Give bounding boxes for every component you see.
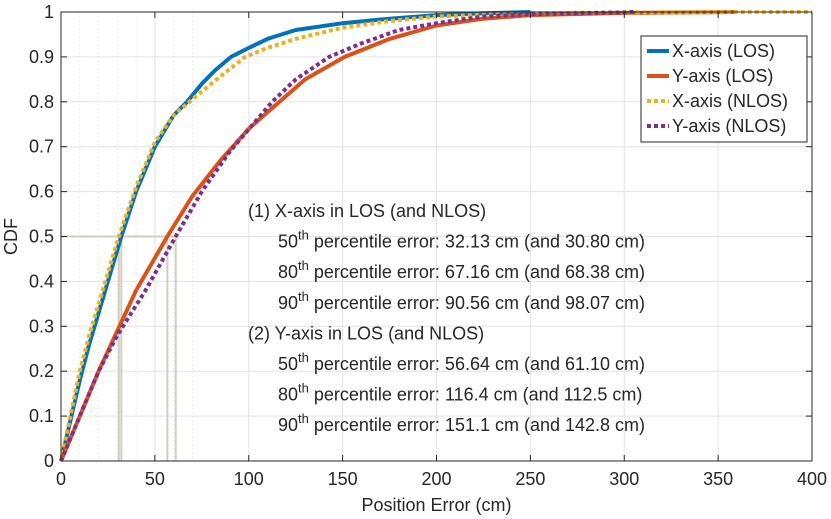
- y-tick-label: 0.7: [29, 137, 54, 157]
- legend: X-axis (LOS) Y-axis (LOS) X-axis (NLOS) Y-a…: [640, 35, 808, 143]
- annotation-line-6: 80th percentile error: 116.4 cm (and 112…: [278, 381, 642, 405]
- x-tick-label: 50: [145, 469, 165, 489]
- annotation-line-0: (1) X-axis in LOS (and NLOS): [248, 201, 486, 221]
- annotation-line-4: (2) Y-axis in LOS (and NLOS): [248, 323, 484, 343]
- y-tick-label: 0: [44, 451, 54, 471]
- series-line-2: [59, 10, 813, 462]
- annotation-line-7: 90th percentile error: 151.1 cm (and 142…: [278, 411, 645, 435]
- series-group: [59, 10, 813, 462]
- x-tick-label: 0: [56, 469, 66, 489]
- annotation-line-3: 90th percentile error: 90.56 cm (and 98.…: [278, 289, 645, 313]
- x-tick-label: 100: [234, 469, 264, 489]
- annotation-line-5: 50th percentile error: 56.64 cm (and 61.…: [278, 350, 645, 374]
- x-tick-label: 350: [703, 469, 733, 489]
- x-axis-label: Position Error (cm): [361, 495, 511, 515]
- y-tick-label: 0.1: [29, 406, 54, 426]
- y-tick-label: 1: [44, 2, 54, 22]
- y-tick-label: 0.3: [29, 316, 54, 336]
- annotation-block: (1) X-axis in LOS (and NLOS) 50th percent…: [248, 201, 645, 435]
- legend-label-0: X-axis (LOS): [672, 41, 775, 61]
- series-line-3: [59, 10, 634, 462]
- x-tick-label: 400: [797, 469, 827, 489]
- y-tick-label: 0.8: [29, 92, 54, 112]
- x-tick-label: 150: [328, 469, 358, 489]
- x-tick-label: 300: [609, 469, 639, 489]
- y-tick-label: 0.5: [29, 227, 54, 247]
- legend-label-2: X-axis (NLOS): [672, 91, 788, 111]
- annotation-line-1: 50th percentile error: 32.13 cm (and 30.…: [278, 228, 645, 252]
- x-tick-label: 200: [421, 469, 451, 489]
- reference-lines: [61, 235, 177, 461]
- legend-label-3: Y-axis (NLOS): [672, 116, 786, 136]
- y-tick-label: 0.6: [29, 182, 54, 202]
- legend-label-1: Y-axis (LOS): [672, 66, 773, 86]
- y-axis-label: CDF: [1, 218, 21, 255]
- ticks: 0 50 100 150 200 250 300 350 400 0 0.1 0.2 0.3 0.4 0.5…: [29, 2, 827, 489]
- x-tick-label: 250: [515, 469, 545, 489]
- annotation-line-2: 80th percentile error: 67.16 cm (and 68.…: [278, 258, 645, 282]
- y-tick-label: 0.9: [29, 47, 54, 67]
- y-tick-label: 0.2: [29, 361, 54, 381]
- y-tick-label: 0.4: [29, 271, 54, 291]
- series-line-0: [59, 10, 531, 462]
